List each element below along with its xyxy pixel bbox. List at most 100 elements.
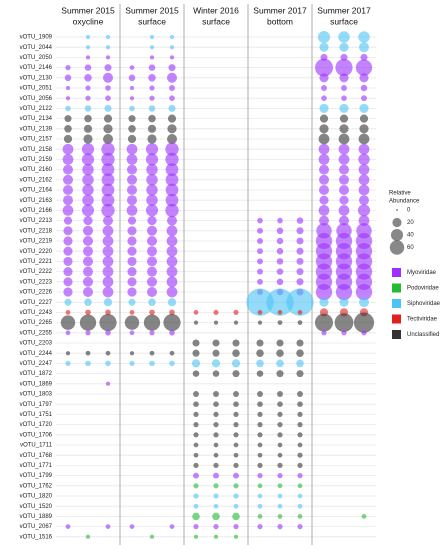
bubble xyxy=(62,154,74,165)
row-label: vOTU_2255 xyxy=(20,330,53,336)
bubble xyxy=(211,359,221,368)
bubble xyxy=(169,309,175,316)
bubble xyxy=(104,64,112,72)
bubble xyxy=(193,442,199,448)
row-label: vOTU_2247 xyxy=(20,361,53,367)
row-label: vOTU_2220 xyxy=(20,249,53,255)
bubble xyxy=(193,432,199,438)
bubble xyxy=(65,330,71,336)
panel-title: Summer 2017 xyxy=(317,5,371,15)
bubble xyxy=(127,195,137,206)
bubble xyxy=(277,524,283,530)
bubble xyxy=(296,349,304,357)
bubble xyxy=(257,503,263,509)
bubble xyxy=(83,216,93,226)
bubble xyxy=(340,53,348,61)
bubble xyxy=(149,360,155,367)
bubble xyxy=(338,143,350,155)
bubble xyxy=(148,105,156,112)
bubble xyxy=(64,125,72,133)
bubble xyxy=(63,287,73,297)
bubble xyxy=(103,298,113,307)
bubble xyxy=(101,163,115,176)
bubble xyxy=(256,339,264,347)
bubble xyxy=(63,256,73,266)
bubble xyxy=(82,174,94,186)
bubble xyxy=(233,309,239,315)
bubble xyxy=(191,359,201,368)
bubble xyxy=(166,245,178,257)
bubble xyxy=(359,195,369,206)
bubble xyxy=(148,298,156,306)
bubble xyxy=(338,154,350,165)
bubble xyxy=(103,124,113,134)
bubble xyxy=(83,124,93,133)
bubble xyxy=(65,351,71,356)
bubble xyxy=(127,174,137,185)
bubble xyxy=(102,235,114,247)
size-legend-label: 20 xyxy=(407,220,414,226)
bubble xyxy=(83,236,93,246)
bubble xyxy=(148,74,156,82)
bubble xyxy=(231,359,241,368)
bubble xyxy=(213,309,219,315)
bubble xyxy=(276,278,284,286)
row-label: vOTU_1720 xyxy=(20,422,53,428)
bubble xyxy=(84,74,92,82)
bubble xyxy=(319,73,329,83)
bubble xyxy=(169,55,175,60)
bubble xyxy=(213,493,219,499)
bubble xyxy=(64,115,72,123)
bubble xyxy=(62,205,74,216)
bubble xyxy=(339,185,349,195)
bubble xyxy=(257,320,263,325)
bubble xyxy=(169,524,175,529)
bubble xyxy=(339,195,349,205)
bubble xyxy=(358,215,370,226)
bubble xyxy=(277,503,283,509)
row-label: vOTU_2162 xyxy=(20,177,53,183)
bubble xyxy=(193,534,199,539)
bubble xyxy=(169,45,175,50)
bubble xyxy=(60,315,76,330)
row-label: vOTU_1820 xyxy=(20,494,53,500)
bubble xyxy=(277,493,283,499)
bubble xyxy=(193,462,199,468)
bubble xyxy=(127,185,137,195)
bubble xyxy=(165,193,179,207)
bubble xyxy=(212,339,220,347)
row-label: vOTU_2265 xyxy=(20,320,53,326)
bubble xyxy=(321,95,327,101)
bubble xyxy=(169,350,175,356)
bubble xyxy=(85,85,91,91)
bubble xyxy=(358,184,370,196)
row-label: vOTU_2160 xyxy=(20,167,53,173)
row-label: vOTU_2213 xyxy=(20,218,53,224)
bubble xyxy=(62,143,74,155)
panel-title: oxycline xyxy=(73,16,104,26)
bubble xyxy=(167,215,177,226)
bubble xyxy=(232,339,240,347)
bubble xyxy=(233,493,239,499)
bubble xyxy=(169,85,175,91)
panel-title: Summer 2015 xyxy=(125,5,179,15)
family-label: Podoviridae xyxy=(407,286,439,292)
bubble xyxy=(82,194,94,206)
bubble xyxy=(257,422,263,428)
bubble xyxy=(257,227,263,234)
bubble xyxy=(213,320,219,325)
bubble xyxy=(341,95,347,101)
bubble xyxy=(256,370,264,377)
bubble xyxy=(277,411,283,417)
bubble xyxy=(105,309,111,316)
bubble xyxy=(297,524,303,530)
bubble xyxy=(319,297,329,307)
bubble xyxy=(147,216,157,226)
bubble xyxy=(213,524,219,530)
bubble xyxy=(232,370,240,378)
bubble xyxy=(149,350,155,356)
bubble xyxy=(233,422,239,428)
bubble xyxy=(146,174,158,186)
bubble xyxy=(105,350,111,356)
bubble xyxy=(257,483,263,489)
